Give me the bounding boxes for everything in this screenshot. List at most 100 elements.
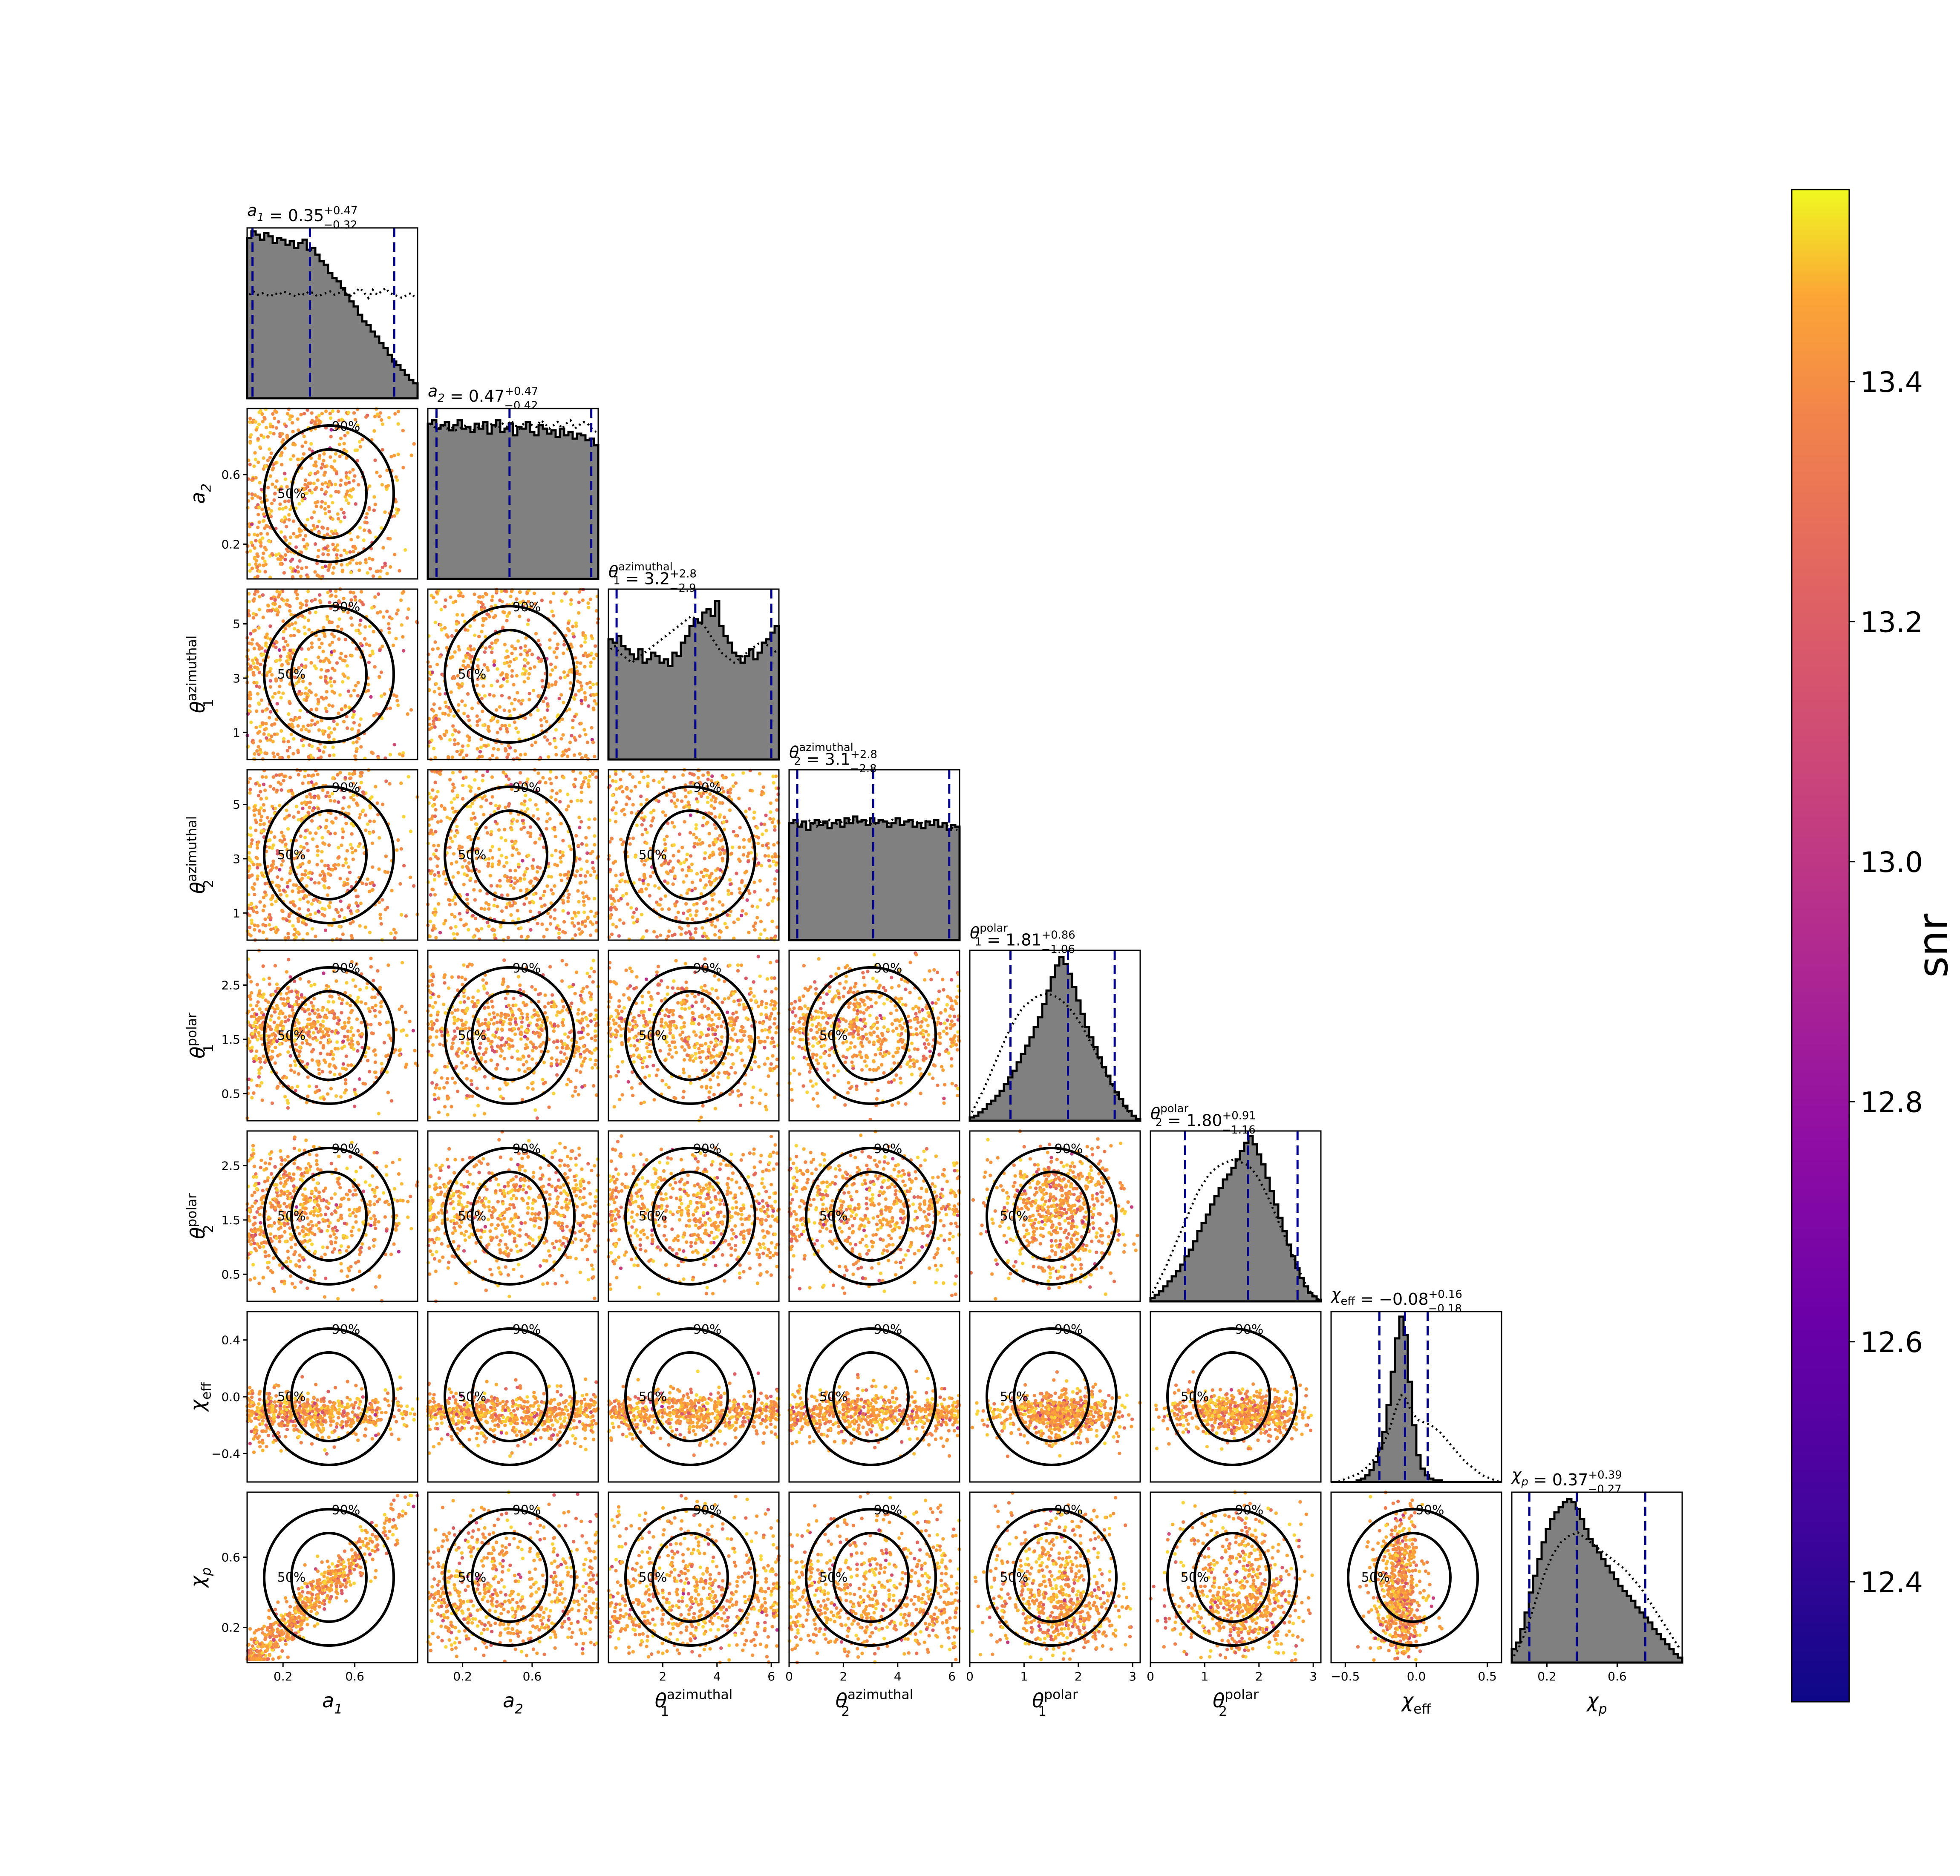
scatter-point: [316, 1020, 320, 1023]
scatter-point: [718, 815, 721, 819]
scatter-point: [594, 1063, 597, 1066]
scatter-point: [495, 590, 499, 593]
scatter-point: [315, 1089, 319, 1093]
scatter-point: [326, 553, 330, 556]
scatter-point: [324, 696, 328, 699]
scatter-point: [682, 806, 686, 809]
scatter-point: [258, 570, 261, 573]
scatter-point: [364, 1002, 367, 1005]
scatter-point: [284, 506, 288, 509]
scatter-point: [587, 897, 591, 900]
scatter-point: [288, 1014, 291, 1018]
scatter-point: [454, 729, 457, 732]
scatter-point: [272, 755, 276, 758]
scatter-point: [273, 692, 277, 695]
scatter-point: [453, 742, 456, 746]
scatter-point: [567, 748, 571, 751]
scatter-point: [579, 771, 582, 774]
scatter-point: [582, 728, 586, 731]
scatter-point: [335, 532, 338, 535]
scatter-point: [319, 676, 323, 679]
scatter-point: [355, 1018, 359, 1021]
scatter-point: [458, 753, 462, 756]
scatter-point: [388, 537, 392, 541]
scatter-point: [291, 430, 294, 433]
scatter-point: [571, 625, 574, 628]
scatter-point: [491, 863, 494, 866]
scatter-point: [436, 820, 440, 824]
scatter-point: [339, 478, 343, 482]
scatter-point: [516, 691, 519, 694]
scatter-point: [325, 690, 329, 693]
scatter-point: [555, 926, 558, 929]
scatter-point: [345, 471, 348, 475]
scatter-point: [257, 702, 260, 705]
scatter-point: [310, 719, 314, 722]
scatter-point: [528, 901, 531, 904]
scatter-point: [313, 598, 317, 601]
scatter-point: [323, 1015, 326, 1019]
scatter-point: [567, 805, 570, 808]
scatter-point: [429, 996, 432, 999]
scatter-point: [358, 1077, 361, 1081]
scatter-point: [299, 575, 303, 578]
scatter-point: [320, 488, 323, 491]
scatter-point: [457, 686, 461, 689]
scatter-point: [763, 823, 766, 826]
scatter-point: [593, 817, 597, 821]
scatter-point: [709, 812, 713, 815]
scatter-point: [359, 717, 363, 721]
scatter-point: [450, 800, 453, 804]
scatter-point: [646, 784, 649, 788]
scatter-point: [373, 1009, 377, 1012]
scatter-point: [691, 772, 694, 776]
scatter-point: [256, 692, 259, 696]
scatter-point: [523, 753, 527, 756]
scatter-point: [513, 749, 517, 752]
scatter-point: [667, 929, 671, 933]
scatter-point: [521, 819, 524, 822]
scatter-point: [772, 781, 775, 784]
scatter-point: [317, 1068, 321, 1071]
scatter-point: [255, 1004, 258, 1007]
scatter-point: [760, 822, 763, 826]
scatter-point: [321, 841, 325, 845]
scatter-point: [271, 896, 274, 899]
scatter-point: [594, 1008, 597, 1012]
scatter-point: [297, 527, 301, 531]
scatter-point: [307, 811, 310, 814]
scatter-point: [317, 1072, 321, 1076]
scatter-point: [394, 475, 398, 479]
scatter-point: [262, 653, 265, 656]
scatter-point: [756, 842, 760, 845]
scatter-point: [764, 854, 767, 857]
scatter-point: [268, 624, 272, 628]
scatter-point: [291, 575, 294, 578]
scatter-point: [581, 891, 585, 895]
scatter-point: [771, 774, 775, 778]
scatter-point: [672, 792, 676, 795]
scatter-point: [295, 805, 298, 808]
scatter-point: [248, 777, 252, 780]
scatter-point: [628, 842, 632, 846]
scatter-point: [268, 738, 272, 742]
scatter-point: [712, 853, 715, 856]
scatter-point: [322, 459, 325, 462]
scatter-point: [721, 848, 724, 852]
scatter-point: [350, 832, 353, 836]
scatter-point: [309, 708, 313, 711]
scatter-point: [361, 881, 364, 885]
scatter-point: [405, 1063, 408, 1066]
scatter-point: [279, 555, 282, 558]
scatter-point: [434, 830, 437, 833]
scatter-point: [519, 771, 522, 774]
scatter-point: [339, 520, 342, 523]
scatter-point: [483, 650, 487, 654]
scatter-point: [367, 661, 371, 664]
scatter-point: [481, 978, 484, 982]
scatter-point: [285, 992, 288, 995]
scatter-point: [352, 721, 356, 724]
scatter-point: [462, 712, 466, 715]
scatter-point: [322, 1097, 326, 1101]
scatter-point: [573, 697, 576, 701]
